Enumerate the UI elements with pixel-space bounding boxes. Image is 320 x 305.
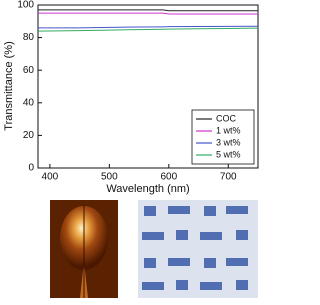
x-tick-label: 400 — [42, 172, 59, 183]
series-line — [37, 27, 259, 32]
y-tick-label: 60 — [23, 65, 35, 76]
y-tick-label: 40 — [23, 97, 35, 108]
legend-label: COC — [216, 113, 237, 123]
sample-photo — [138, 200, 258, 298]
figure: Wavelength (nm) Transmittance (%) 0 20 40 6… — [3, 0, 259, 298]
y-tick-label: 80 — [23, 32, 35, 43]
series-line — [38, 25, 259, 29]
legend-label: 3 wt% — [216, 137, 241, 147]
x-tick-label: 700 — [220, 172, 237, 183]
y-tick-label: 0 — [28, 163, 34, 174]
x-tick-label: 500 — [101, 172, 118, 183]
x-axis-label: Wavelength (nm) — [106, 183, 189, 195]
series-line — [38, 12, 258, 15]
y-tick-label: 20 — [23, 130, 35, 141]
legend-label: 5 wt% — [216, 149, 241, 159]
y-axis-label: Transmittance (%) — [3, 41, 15, 130]
y-tick-label: 100 — [17, 0, 34, 11]
series-line — [38, 9, 258, 12]
afm-image — [50, 200, 118, 298]
x-tick-label: 600 — [160, 172, 177, 183]
plot-frame — [37, 4, 259, 169]
legend-label: 1 wt% — [216, 125, 241, 135]
